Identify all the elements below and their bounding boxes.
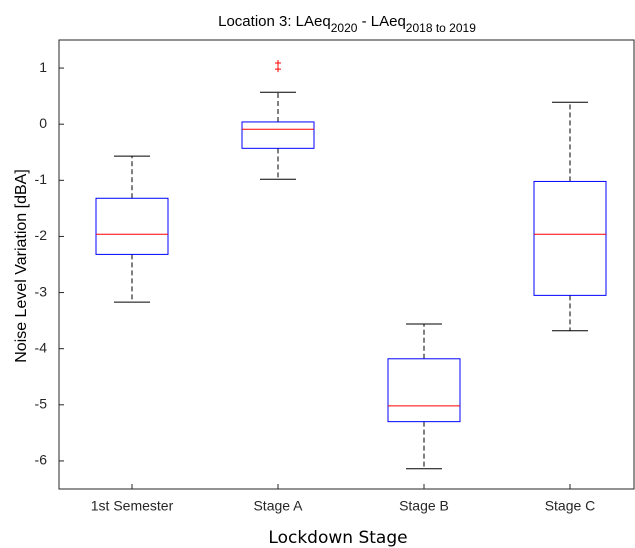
y-tick-label: 0 bbox=[39, 115, 47, 131]
title-part: - LAeq bbox=[357, 13, 405, 30]
title-part: 2018 to 2019 bbox=[406, 21, 476, 35]
y-tick-label: -3 bbox=[35, 283, 48, 299]
x-tick-label: Stage B bbox=[399, 498, 449, 514]
y-tick-label: -1 bbox=[35, 171, 48, 187]
x-axis-label: Lockdown Stage bbox=[268, 528, 407, 548]
outlier bbox=[275, 66, 281, 73]
chart-title: Location 3: LAeq2020 - LAeq2018 to 2019 bbox=[218, 13, 476, 35]
box bbox=[241, 121, 315, 149]
y-axis-label: Noise Level Variation [dBA] bbox=[13, 169, 30, 363]
y-tick-label: -6 bbox=[35, 452, 48, 468]
box bbox=[387, 358, 461, 423]
y-tick-label: -5 bbox=[35, 396, 48, 412]
x-tick-label: Stage A bbox=[253, 498, 303, 514]
y-tick-label: -2 bbox=[35, 227, 48, 243]
box bbox=[533, 180, 607, 296]
x-tick-label: 1st Semester bbox=[91, 498, 174, 514]
box bbox=[95, 197, 169, 255]
title-part: 2020 bbox=[331, 21, 358, 35]
x-tick-label: Stage C bbox=[545, 498, 596, 514]
plot-frame bbox=[58, 39, 635, 490]
outlier bbox=[275, 60, 281, 67]
y-tick-label: -4 bbox=[35, 339, 48, 355]
title-part: Location 3: LAeq bbox=[218, 13, 331, 30]
y-tick-label: 1 bbox=[39, 59, 47, 75]
